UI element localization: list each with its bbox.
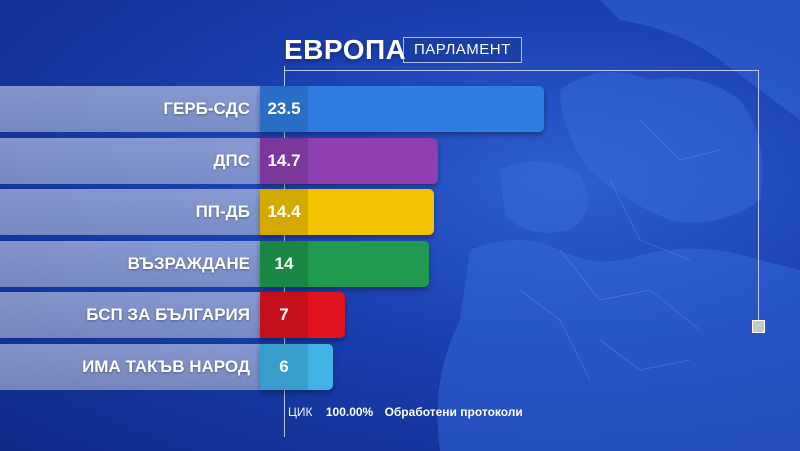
category-label: БСП ЗА БЪЛГАРИЯ (86, 305, 250, 324)
bar-row: ПП-ДБ 14.4 (0, 189, 800, 235)
bar (260, 343, 333, 390)
bar (260, 292, 345, 338)
value-label: 6 (260, 343, 308, 390)
category-label: ПП-ДБ (195, 202, 250, 221)
bar (260, 137, 438, 184)
category-label: ДПС (213, 150, 250, 170)
label-panel (0, 343, 260, 390)
frame-marker-square (752, 320, 765, 333)
bar-row: ВЪЗРАЖДАНЕ 14 (0, 240, 800, 287)
bar-row: ДПС 14.7 (0, 137, 800, 184)
value-label: 7 (260, 292, 308, 338)
bar (260, 189, 435, 235)
value-label: 23.5 (260, 86, 308, 132)
label-panel (0, 86, 260, 132)
label-panel (0, 292, 260, 338)
processed-percent: 100.00% (325, 405, 374, 419)
value-label: 14.7 (260, 137, 308, 184)
bar (260, 86, 545, 132)
processed-text: Обработени протоколи (384, 405, 523, 419)
bar-row: ГЕРБ-СДС 23.5 (0, 86, 800, 132)
label-panel (0, 240, 260, 287)
chart-title: ЕВРОПА (284, 34, 407, 65)
chart-subtitle: ПАРЛАМЕНТ (403, 37, 522, 63)
category-label: ВЪЗРАЖДАНЕ (127, 253, 250, 273)
source-label: ЦИК (288, 405, 313, 419)
label-panel (0, 137, 260, 184)
bar (260, 240, 430, 287)
category-label: ИМА ТАКЪВ НАРОД (82, 356, 250, 376)
value-label: 14 (260, 240, 308, 287)
bar-row: БСП ЗА БЪЛГАРИЯ 7 (0, 292, 800, 338)
bar-row: ИМА ТАКЪВ НАРОД 6 (0, 343, 800, 390)
value-label: 14.4 (260, 189, 308, 235)
label-panel (0, 189, 260, 235)
frame-line-top (284, 70, 759, 71)
category-label: ГЕРБ-СДС (163, 99, 250, 118)
footer: ЦИК 100.00% Обработени протоколи (288, 405, 523, 419)
frame-line-right (758, 70, 759, 320)
